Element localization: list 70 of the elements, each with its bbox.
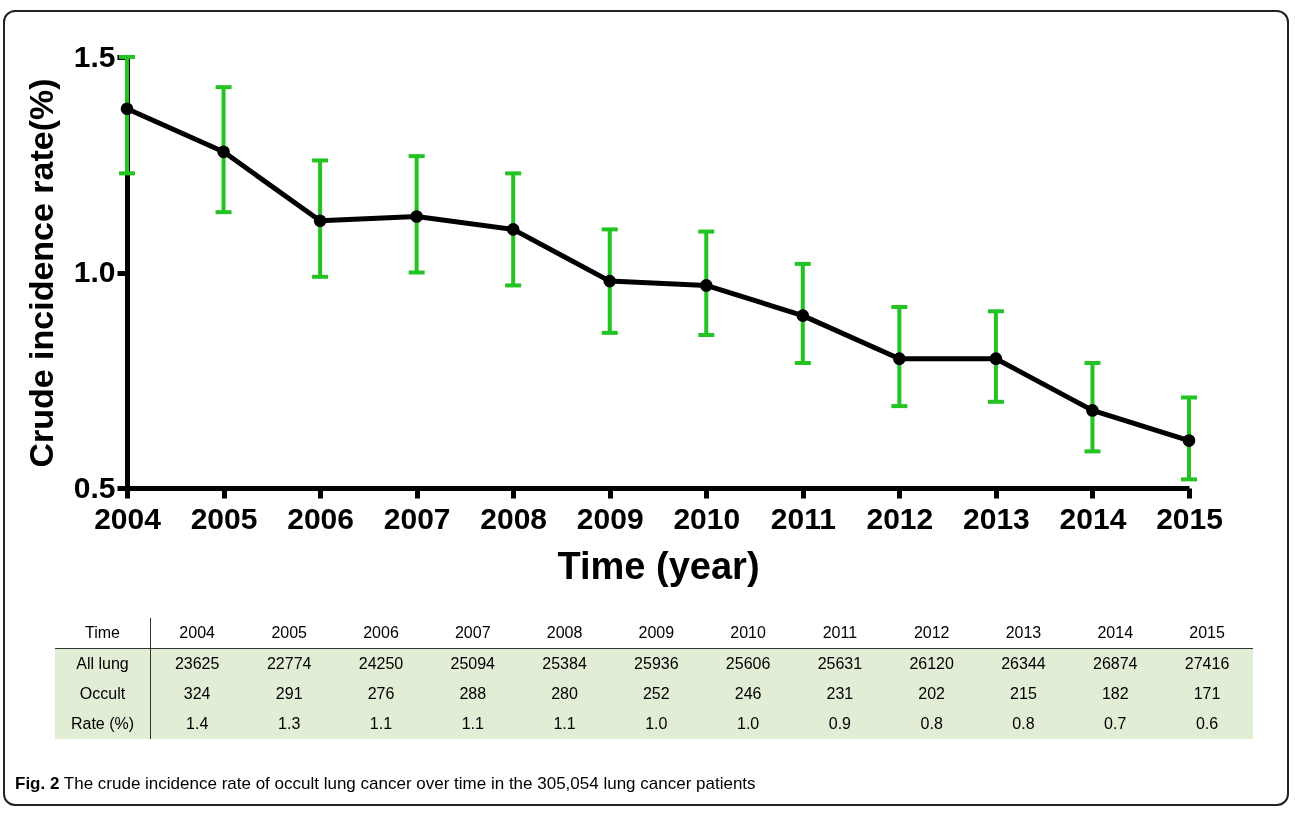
category-label: 2015 <box>1189 624 1225 641</box>
x-tick-label: 2005 <box>190 501 258 535</box>
x-axis-title: Time (year) <box>557 544 760 587</box>
text: 25936 <box>610 648 703 679</box>
text: 231 <box>794 679 886 709</box>
text: 26120 <box>885 648 978 679</box>
x-tick-label: 2007 <box>383 501 451 535</box>
x-tick-label: 2008 <box>480 501 548 535</box>
text: 291 <box>243 679 336 709</box>
text: 0.6 <box>1161 709 1253 739</box>
text: 1.0 <box>702 709 794 739</box>
text: 22774 <box>243 648 336 679</box>
text: All lung <box>55 648 151 679</box>
category-label: 2004 <box>179 624 215 641</box>
text: 27416 <box>1161 648 1253 679</box>
x-tick-label: 2015 <box>1156 501 1223 535</box>
x-tick-label: 2004 <box>94 501 162 535</box>
text: 182 <box>1069 679 1162 709</box>
category-label: 2005 <box>271 624 307 641</box>
text: 202 <box>885 679 978 709</box>
text: Rate (%) <box>55 709 151 739</box>
text: 25384 <box>518 648 611 679</box>
category-label: 2010 <box>730 624 766 641</box>
text: 26874 <box>1069 648 1162 679</box>
text: 0.9 <box>794 709 886 739</box>
category-label: 2011 <box>822 624 858 641</box>
text: 1.4 <box>150 709 244 739</box>
category-label: 2008 <box>546 624 583 641</box>
x-tick-label: 2013 <box>963 501 1030 535</box>
x-tick-label: 2010 <box>673 501 741 535</box>
text: 1.1 <box>518 709 611 739</box>
text: 0.7 <box>1069 709 1162 739</box>
category-label: 2012 <box>913 624 950 641</box>
text: 215 <box>977 679 1070 709</box>
text: 288 <box>426 679 519 709</box>
category-label: 2013 <box>1005 624 1042 641</box>
category-label: 2014 <box>1097 624 1134 641</box>
text: 171 <box>1161 679 1253 709</box>
text: 252 <box>610 679 703 709</box>
text: 0.8 <box>977 709 1070 739</box>
text: 280 <box>518 679 611 709</box>
text: Time <box>55 618 151 649</box>
text: 24250 <box>335 648 427 679</box>
x-tick-label: 2014 <box>1059 501 1127 535</box>
text: 324 <box>150 679 244 709</box>
x-tick-label: 2006 <box>287 501 354 535</box>
text: 246 <box>702 679 794 709</box>
text: Occult <box>55 679 151 709</box>
caption: Fig. 2 The crude incidence rate of occult lung cancer over time in the 305,054 lung cancer patients <box>15 774 756 794</box>
y-tick-label: 1.5 <box>73 39 116 73</box>
category-label: 2006 <box>363 624 399 641</box>
text: 25606 <box>702 648 794 679</box>
x-tick-label: 2011 <box>770 501 836 535</box>
text: 26344 <box>977 648 1070 679</box>
text: 25094 <box>426 648 519 679</box>
text: 1.3 <box>243 709 336 739</box>
text: 1.0 <box>610 709 703 739</box>
text: 1.1 <box>335 709 427 739</box>
y-axis-title: Crude incidence rate(%) <box>21 78 60 468</box>
x-tick-label: 2012 <box>866 501 934 535</box>
text: 1.1 <box>426 709 519 739</box>
y-tick-label: 0.5 <box>73 470 116 504</box>
text: 23625 <box>150 648 244 679</box>
category-label: 2007 <box>454 624 491 641</box>
text: 25631 <box>794 648 886 679</box>
x-tick-label: 2009 <box>576 501 644 535</box>
y-tick-label: 1.0 <box>73 255 116 288</box>
category-label: 2009 <box>638 624 675 641</box>
text: 0.8 <box>885 709 978 739</box>
text: 276 <box>335 679 427 709</box>
